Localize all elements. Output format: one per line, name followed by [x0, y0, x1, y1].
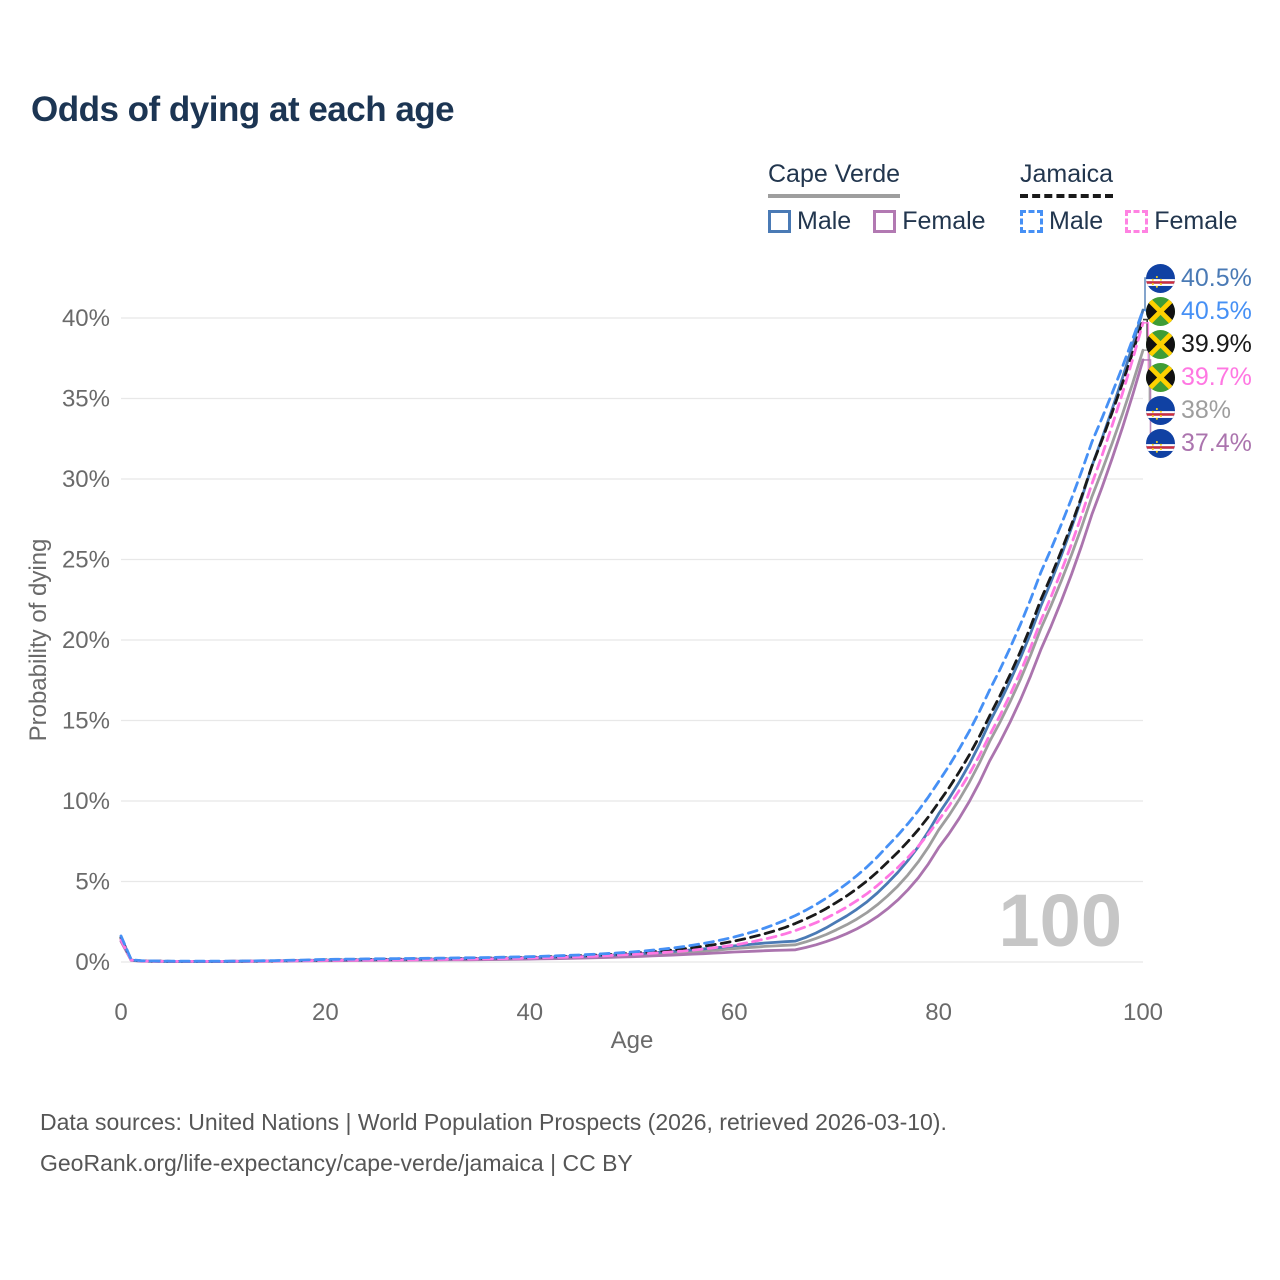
- legend-country-label-jamaica: Jamaica: [1020, 160, 1114, 198]
- y-tick-label: 15%: [62, 708, 110, 735]
- x-tick-label: 0: [114, 999, 127, 1026]
- end-value-text: 39.7%: [1181, 362, 1252, 391]
- series-line-cape-verde-female: [119, 358, 1145, 963]
- axis-tick-labels: 0% 5% 10% 15% 20% 25% 30% 35% 40% 0 20 40 60 80 100: [62, 305, 1163, 1026]
- y-tick-label: 25%: [62, 547, 110, 574]
- y-tick-label: 20%: [62, 627, 110, 654]
- series-line-cape-verde-overall: [119, 348, 1145, 963]
- cape-verde-flag-icon: [1146, 428, 1175, 458]
- jamaica-flag-icon: [1146, 296, 1175, 326]
- end-value-text: 39.9%: [1181, 329, 1252, 358]
- jamaica-flag-icon: [1146, 362, 1175, 392]
- series-line-cape-verde-male: [119, 308, 1145, 963]
- legend-swatch-icon[interactable]: [768, 210, 791, 233]
- series-line-jamaica-female: [119, 321, 1145, 963]
- x-tick-label: 80: [925, 999, 952, 1026]
- legend-item-label: Female: [1154, 207, 1238, 235]
- end-label-jamaica-male: 40.5%: [1146, 296, 1252, 326]
- gridlines: [121, 317, 1143, 963]
- end-label-jamaica-female: 39.7%: [1146, 362, 1252, 392]
- end-value-text: 40.5%: [1181, 296, 1252, 325]
- watermark-100: 100: [999, 879, 1122, 962]
- legend-swatch-icon[interactable]: [1125, 210, 1149, 233]
- y-tick-label: 30%: [62, 466, 110, 493]
- page-title: Odds of dying at each age: [31, 90, 455, 129]
- x-tick-label: 20: [312, 999, 339, 1026]
- series-lines: [119, 308, 1145, 963]
- legend-swatch-icon[interactable]: [1020, 210, 1043, 233]
- legend-item-cape-verde-female[interactable]: Female: [873, 207, 986, 236]
- series-line-jamaica-male: [119, 308, 1145, 963]
- y-axis-title: Probability of dying: [25, 539, 52, 742]
- end-value-text: 38%: [1181, 395, 1232, 424]
- data-sources-text: Data sources: United Nations | World Pop…: [40, 1109, 947, 1135]
- legend-group-cape-verde: Cape Verde Male Female: [768, 160, 986, 236]
- y-tick-label: 10%: [62, 788, 110, 815]
- footer: Data sources: United Nations | World Pop…: [40, 1102, 947, 1184]
- legend-item-label: Male: [1049, 207, 1104, 235]
- end-label-jamaica-overall: 39.9%: [1146, 329, 1252, 359]
- legend-item-label: Male: [797, 207, 852, 235]
- end-value-text: 40.5%: [1181, 263, 1252, 292]
- legend-swatch-icon[interactable]: [873, 210, 897, 233]
- y-tick-label: 0%: [75, 949, 110, 976]
- legend-item-label: Female: [902, 207, 986, 235]
- attribution-text: GeoRank.org/life-expectancy/cape-verde/j…: [40, 1150, 633, 1176]
- x-tick-label: 60: [721, 999, 748, 1026]
- end-label-cape-verde-female: 37.4%: [1146, 428, 1252, 458]
- legend-group-jamaica: Jamaica Male Female: [1020, 160, 1238, 236]
- legend-item-cape-verde-male[interactable]: Male: [768, 207, 851, 236]
- cape-verde-flag-icon: [1146, 263, 1175, 293]
- end-value-text: 37.4%: [1181, 428, 1252, 457]
- y-tick-label: 40%: [62, 305, 110, 332]
- x-tick-label: 100: [1123, 999, 1163, 1026]
- chart-plot-area: 100 0% 5% 10% 15% 20% 25% 30% 35% 40% 0 20 40 60 80 10…: [25, 277, 1163, 1054]
- legend-item-jamaica-female[interactable]: Female: [1125, 207, 1238, 236]
- end-label-cape-verde-overall: 38%: [1146, 395, 1231, 425]
- cape-verde-flag-icon: [1146, 395, 1175, 425]
- x-axis-title: Age: [611, 1027, 654, 1054]
- x-tick-label: 40: [516, 999, 543, 1026]
- legend-item-jamaica-male[interactable]: Male: [1020, 207, 1103, 236]
- y-tick-label: 35%: [62, 386, 110, 413]
- y-tick-label: 5%: [75, 869, 110, 896]
- jamaica-flag-icon: [1146, 329, 1175, 359]
- end-label-cape-verde-male: 40.5%: [1146, 263, 1252, 293]
- legend-country-label-cape-verde: Cape Verde: [768, 160, 901, 198]
